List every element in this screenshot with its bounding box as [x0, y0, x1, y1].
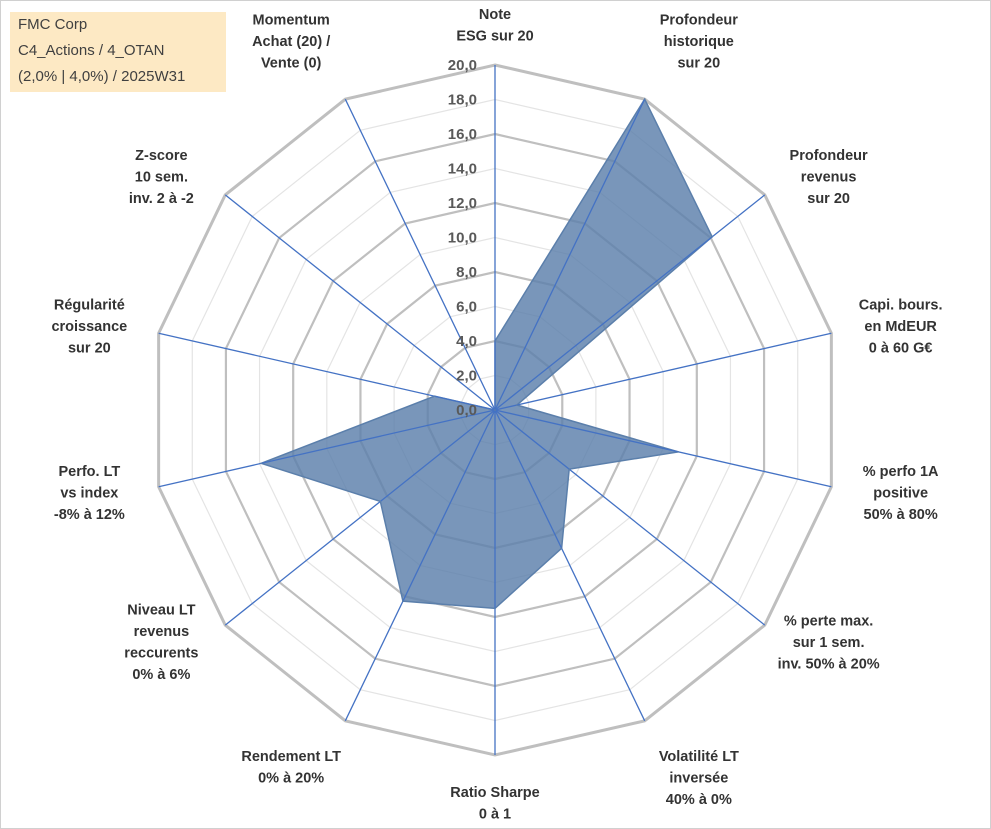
spoke-line: [494, 194, 766, 411]
data-point: [711, 236, 713, 238]
tick-label: 18,0: [448, 92, 477, 109]
spoke-line: [494, 409, 832, 488]
axis-label: % perfo 1A positive 50% à 80%: [863, 464, 939, 523]
axis-label: Perfo. LT vs index -8% à 12%: [54, 464, 125, 523]
data-point: [433, 395, 436, 397]
data-point: [402, 600, 404, 602]
series-area: [258, 97, 714, 610]
title-company: FMC Corp: [18, 16, 88, 33]
axis-label: Capi. bours. en MdEUR 0 à 60 G€: [859, 298, 943, 357]
chart-title-box: FMC Corp C4_Actions / 4_OTAN (2,0% | 4,0…: [10, 12, 226, 92]
tick-label: 6,0: [456, 299, 477, 316]
data-point: [260, 462, 263, 465]
data-point: [379, 500, 382, 503]
tick-label: 8,0: [456, 264, 477, 281]
tick-label: 2,0: [456, 368, 477, 385]
spoke-line: [494, 409, 766, 626]
spoke-line: [494, 409, 646, 722]
data-point: [516, 404, 518, 406]
data-point: [494, 607, 496, 610]
title-params: (2,0% | 4,0%) / 2025W31: [18, 68, 186, 85]
spoke-line: [344, 409, 496, 722]
spoke-line: [224, 194, 496, 411]
tick-label: 0,0: [456, 402, 477, 419]
axis-label: Niveau LT revenus reccurents 0% à 6%: [124, 603, 198, 684]
spoke-line: [224, 409, 496, 626]
axis-label: Note ESG sur 20: [456, 7, 533, 45]
tick-label: 14,0: [448, 161, 477, 178]
axis-label: % perte max. sur 1 sem. inv. 50% à 20%: [778, 613, 880, 672]
tick-label: 12,0: [448, 195, 477, 212]
spoke-line: [494, 332, 832, 411]
spoke-line: [158, 332, 496, 411]
title-category: C4_Actions / 4_OTAN: [18, 42, 165, 59]
data-point: [677, 451, 680, 453]
axis-label: Profondeur historique sur 20: [660, 12, 738, 71]
spoke-line: [494, 98, 646, 411]
tick-label: 4,0: [456, 333, 477, 350]
data-point: [494, 409, 496, 411]
axis-label: Régularité croissance sur 20: [51, 298, 127, 357]
axis-label: Volatilité LT inversée 40% à 0%: [659, 749, 739, 808]
tick-label: 20,0: [448, 57, 477, 74]
data-point: [494, 340, 496, 342]
axis-label: Z-score 10 sem. inv. 2 à -2: [129, 148, 194, 207]
axis-label: Profondeur revenus sur 20: [790, 148, 868, 207]
data-point: [643, 98, 646, 100]
spoke-line: [344, 98, 496, 411]
data-point: [560, 547, 563, 550]
spoke-line: [158, 409, 496, 488]
axis-label: Ratio Sharpe 0 à 1: [450, 785, 539, 823]
tick-label: 10,0: [448, 230, 477, 247]
tick-label: 16,0: [448, 126, 477, 143]
axis-label: Rendement LT 0% à 20%: [241, 749, 341, 787]
axis-label: Momentum Achat (20) / Vente (0): [252, 12, 330, 71]
data-point: [568, 468, 570, 470]
